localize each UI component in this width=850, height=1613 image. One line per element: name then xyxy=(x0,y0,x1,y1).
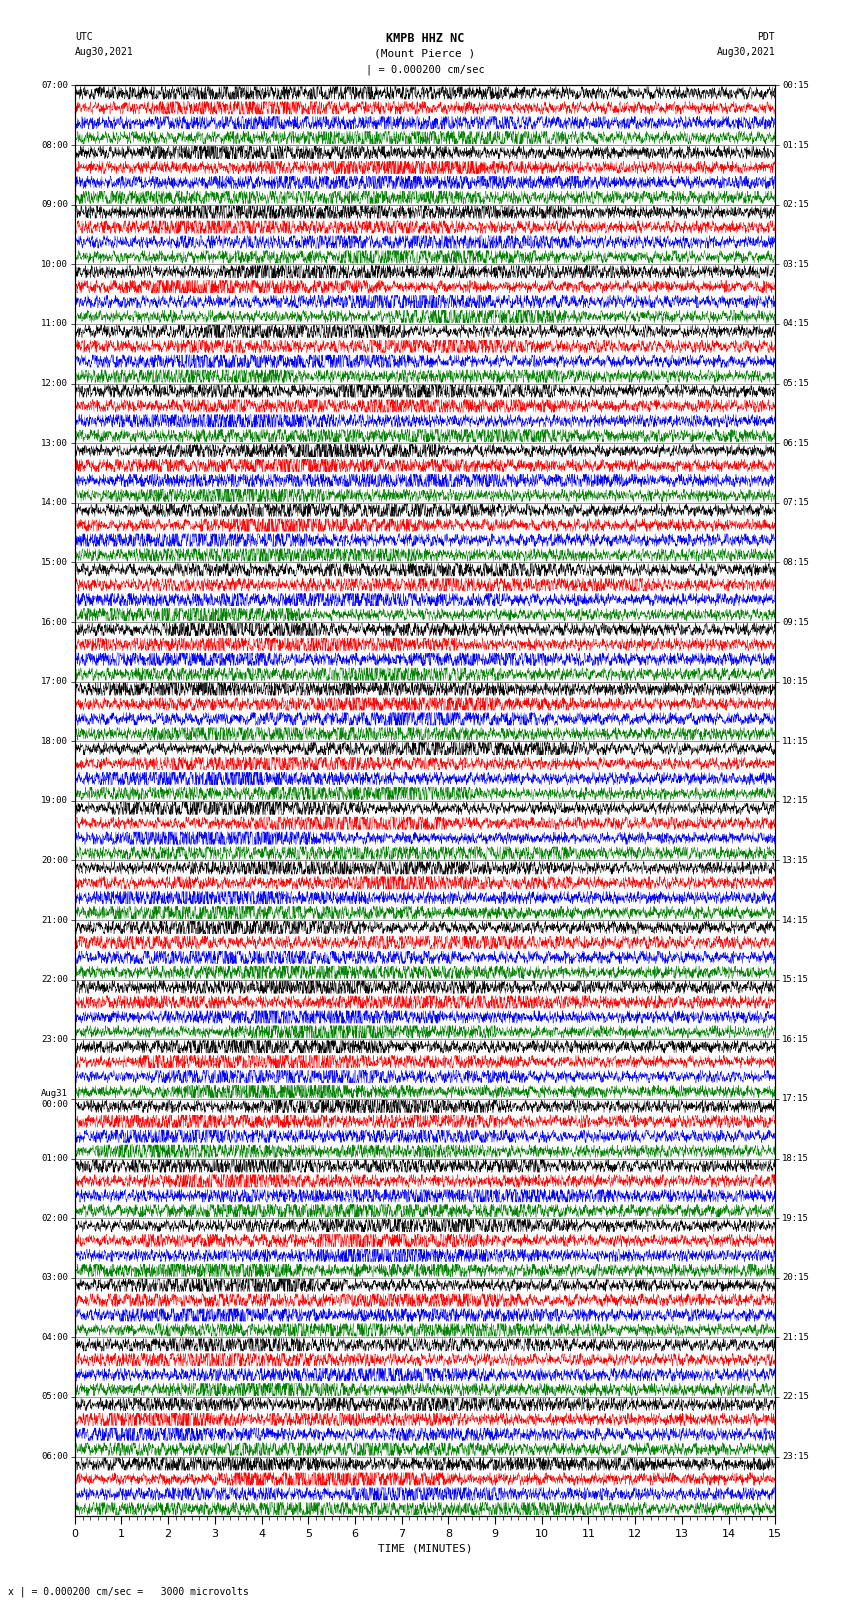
Text: (Mount Pierce ): (Mount Pierce ) xyxy=(374,48,476,58)
Text: Aug30,2021: Aug30,2021 xyxy=(75,47,133,56)
Text: Aug30,2021: Aug30,2021 xyxy=(717,47,775,56)
Text: x | = 0.000200 cm/sec =   3000 microvolts: x | = 0.000200 cm/sec = 3000 microvolts xyxy=(8,1586,249,1597)
X-axis label: TIME (MINUTES): TIME (MINUTES) xyxy=(377,1544,473,1553)
Text: KMPB HHZ NC: KMPB HHZ NC xyxy=(386,32,464,45)
Text: UTC: UTC xyxy=(75,32,93,42)
Text: PDT: PDT xyxy=(757,32,775,42)
Text: | = 0.000200 cm/sec: | = 0.000200 cm/sec xyxy=(366,65,484,76)
